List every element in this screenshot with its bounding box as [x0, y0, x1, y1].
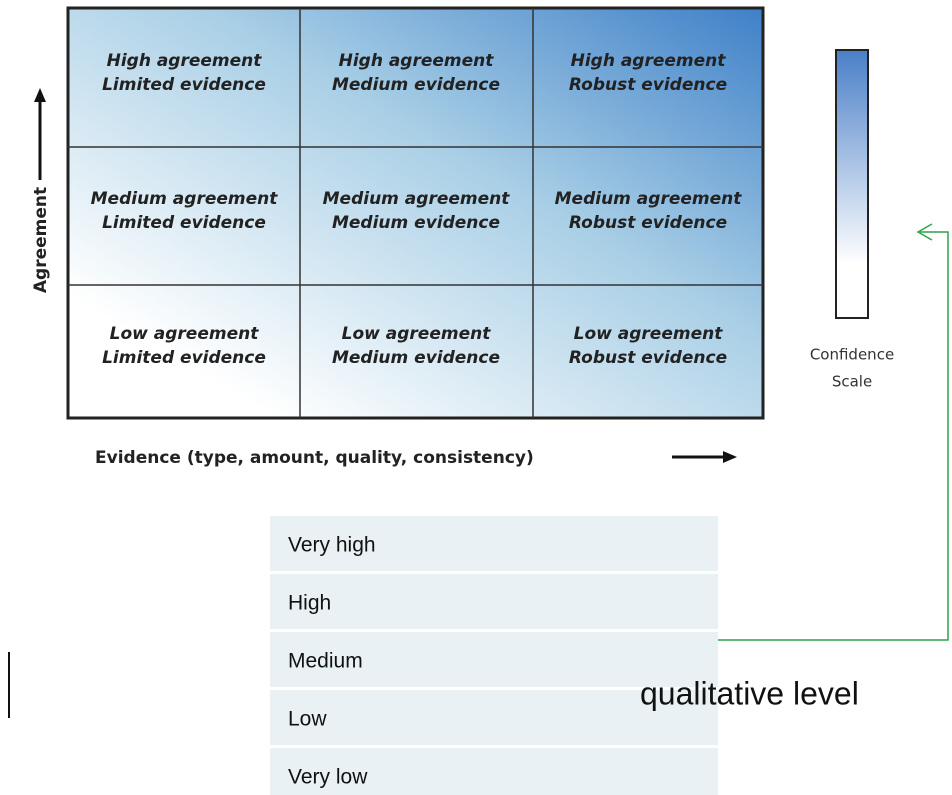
level-row [270, 632, 718, 687]
cell-label: Low agreement Robust evidence [569, 324, 727, 368]
connector-head [916, 223, 933, 241]
x-label: Evidence (type, amount, quality, consist… [95, 448, 534, 468]
cell-line: High agreement [107, 51, 263, 71]
cell-label: Low agreement Limited evidence [102, 324, 266, 368]
cell-line: Medium evidence [332, 213, 500, 233]
y-label: Agreement [31, 187, 51, 293]
cell-line: Low agreement [110, 324, 260, 344]
arrow-head [34, 88, 46, 102]
scale-label: Confidence [810, 346, 894, 364]
cell-line: Medium evidence [332, 348, 500, 368]
cell-line: Limited evidence [102, 75, 266, 95]
cell-label: Low agreement Medium evidence [332, 324, 500, 368]
scale-label: Scale [832, 373, 872, 391]
cell-line: High agreement [339, 51, 495, 71]
cell-line: Robust evidence [569, 75, 727, 95]
cell-line: Medium agreement [555, 189, 743, 209]
level-row [270, 748, 718, 795]
cell-line: Medium agreement [91, 189, 279, 209]
level-label: High [288, 592, 331, 615]
level-row [270, 516, 718, 571]
cell-label: Medium agreement Robust evidence [555, 189, 743, 233]
matrix-box [66, 6, 765, 420]
cell-line: Low agreement [574, 324, 724, 344]
level-label: Very low [288, 766, 368, 789]
cell-line: Low agreement [342, 324, 492, 344]
level-label: Low [288, 708, 327, 731]
cell-line: Robust evidence [569, 213, 727, 233]
level-row [270, 690, 718, 745]
confidence-bar [835, 49, 869, 319]
cell-line: Limited evidence [102, 213, 266, 233]
cell-label: Medium agreement Medium evidence [323, 189, 511, 233]
cell-line: Robust evidence [569, 348, 727, 368]
cell-label: High agreement Robust evidence [569, 51, 727, 95]
cell-label: High agreement Limited evidence [102, 51, 266, 95]
cell-line: Medium evidence [332, 75, 500, 95]
level-label: Very high [288, 534, 376, 557]
level-row [270, 574, 718, 629]
connector [718, 231, 949, 641]
cell-line: Limited evidence [102, 348, 266, 368]
cell-line: High agreement [571, 51, 727, 71]
cell-label: Medium agreement Limited evidence [91, 189, 279, 233]
cell-label: High agreement Medium evidence [332, 51, 500, 95]
level-label: Medium [288, 650, 363, 673]
caption: qualitative level [640, 675, 859, 711]
arrow-head [723, 451, 737, 463]
cell-line: Medium agreement [323, 189, 511, 209]
